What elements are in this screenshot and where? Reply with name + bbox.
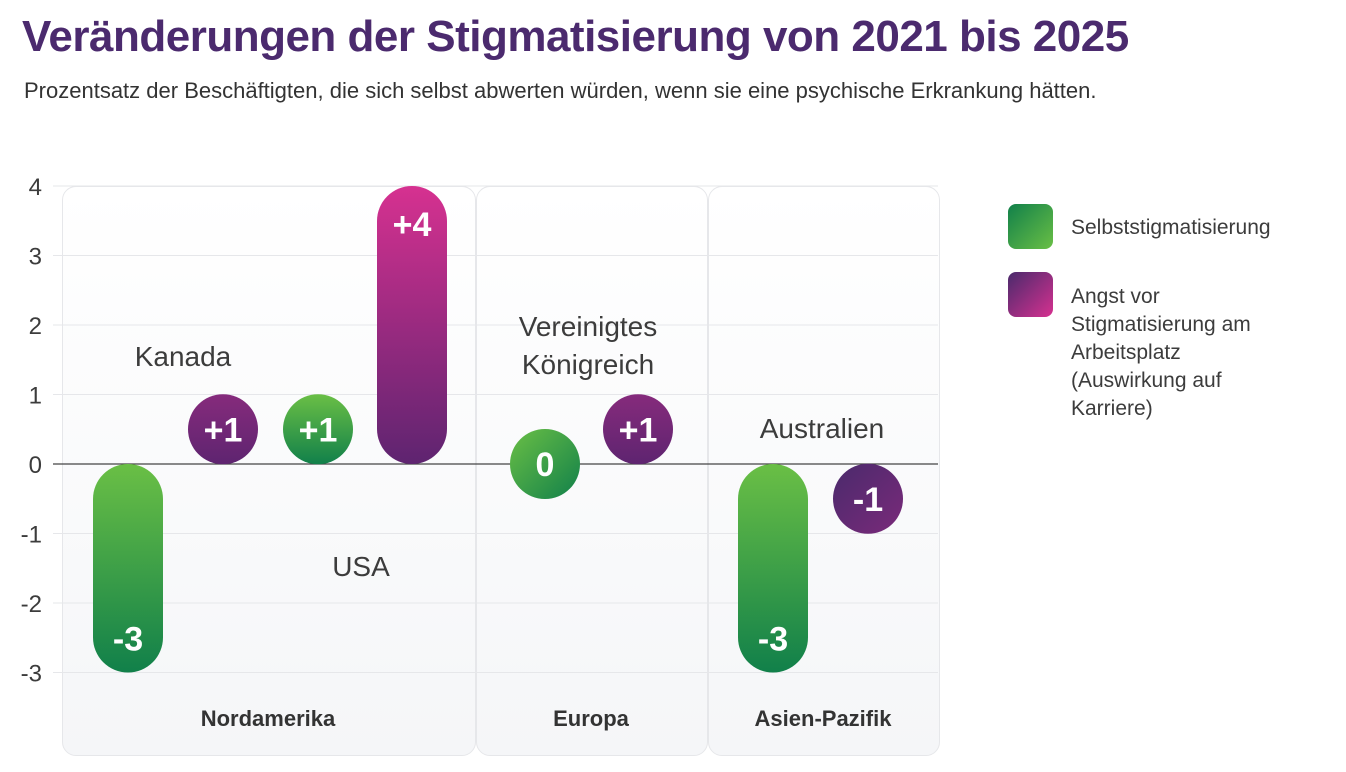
bar-value-label: +1: [204, 411, 243, 449]
bar-angst-1: [377, 186, 447, 464]
bar-value-label: -3: [758, 621, 788, 659]
region-label-nordamerika: Nordamerika: [200, 706, 336, 731]
y-tick-label: 4: [29, 174, 42, 201]
region-panel-asien-pazifik: [708, 186, 940, 756]
bar-selbststigmatisierung-2: [510, 429, 580, 499]
legend-swatch-selbststigmatisierung: [1008, 204, 1053, 249]
bar-angst-3: [833, 463, 903, 534]
bar-angst-0: [188, 394, 258, 465]
y-tick-label: -2: [21, 591, 42, 618]
country-label-vereinigtes-koenigreich: Vereinigtes Königreich: [518, 311, 658, 380]
country-label-australien: Australien: [759, 413, 885, 444]
y-tick-label: 2: [29, 313, 42, 340]
region-label-asien-pazifik: Asien-Pazifik: [754, 706, 892, 731]
bar-selbststigmatisierung-3: [738, 464, 808, 673]
bar-value-label: -3: [113, 621, 143, 659]
legend-label-angst: Angst vor Stigmatisierung am Arbeitsplat…: [1071, 285, 1251, 420]
bar-angst-2: [603, 394, 673, 465]
chart-title: Veränderungen der Stigmatisierung von 20…: [22, 12, 1129, 61]
y-tick-label: 1: [29, 383, 42, 410]
legend-swatch-angst: [1008, 272, 1053, 317]
bar-value-label: 0: [536, 446, 555, 484]
region-label-europa: Europa: [553, 706, 629, 731]
y-tick-label: -3: [21, 661, 42, 688]
bar-value-label: +4: [393, 206, 432, 244]
bar-value-label: +1: [299, 411, 338, 449]
y-tick-label: 0: [29, 452, 42, 479]
y-tick-label: -1: [21, 522, 42, 549]
y-tick-label: 3: [29, 244, 42, 271]
chart-subtitle: Prozentsatz der Beschäftigten, die sich …: [24, 78, 1097, 103]
bar-selbststigmatisierung-0: [93, 464, 163, 673]
bar-value-label: -1: [853, 481, 883, 519]
bar-selbststigmatisierung-1: [283, 394, 353, 465]
country-label-kanada: Kanada: [134, 341, 232, 372]
country-label-usa: USA: [332, 551, 390, 582]
legend-label-selbststigmatisierung: Selbststigmatisierung: [1071, 216, 1271, 239]
bar-value-label: +1: [619, 411, 658, 449]
